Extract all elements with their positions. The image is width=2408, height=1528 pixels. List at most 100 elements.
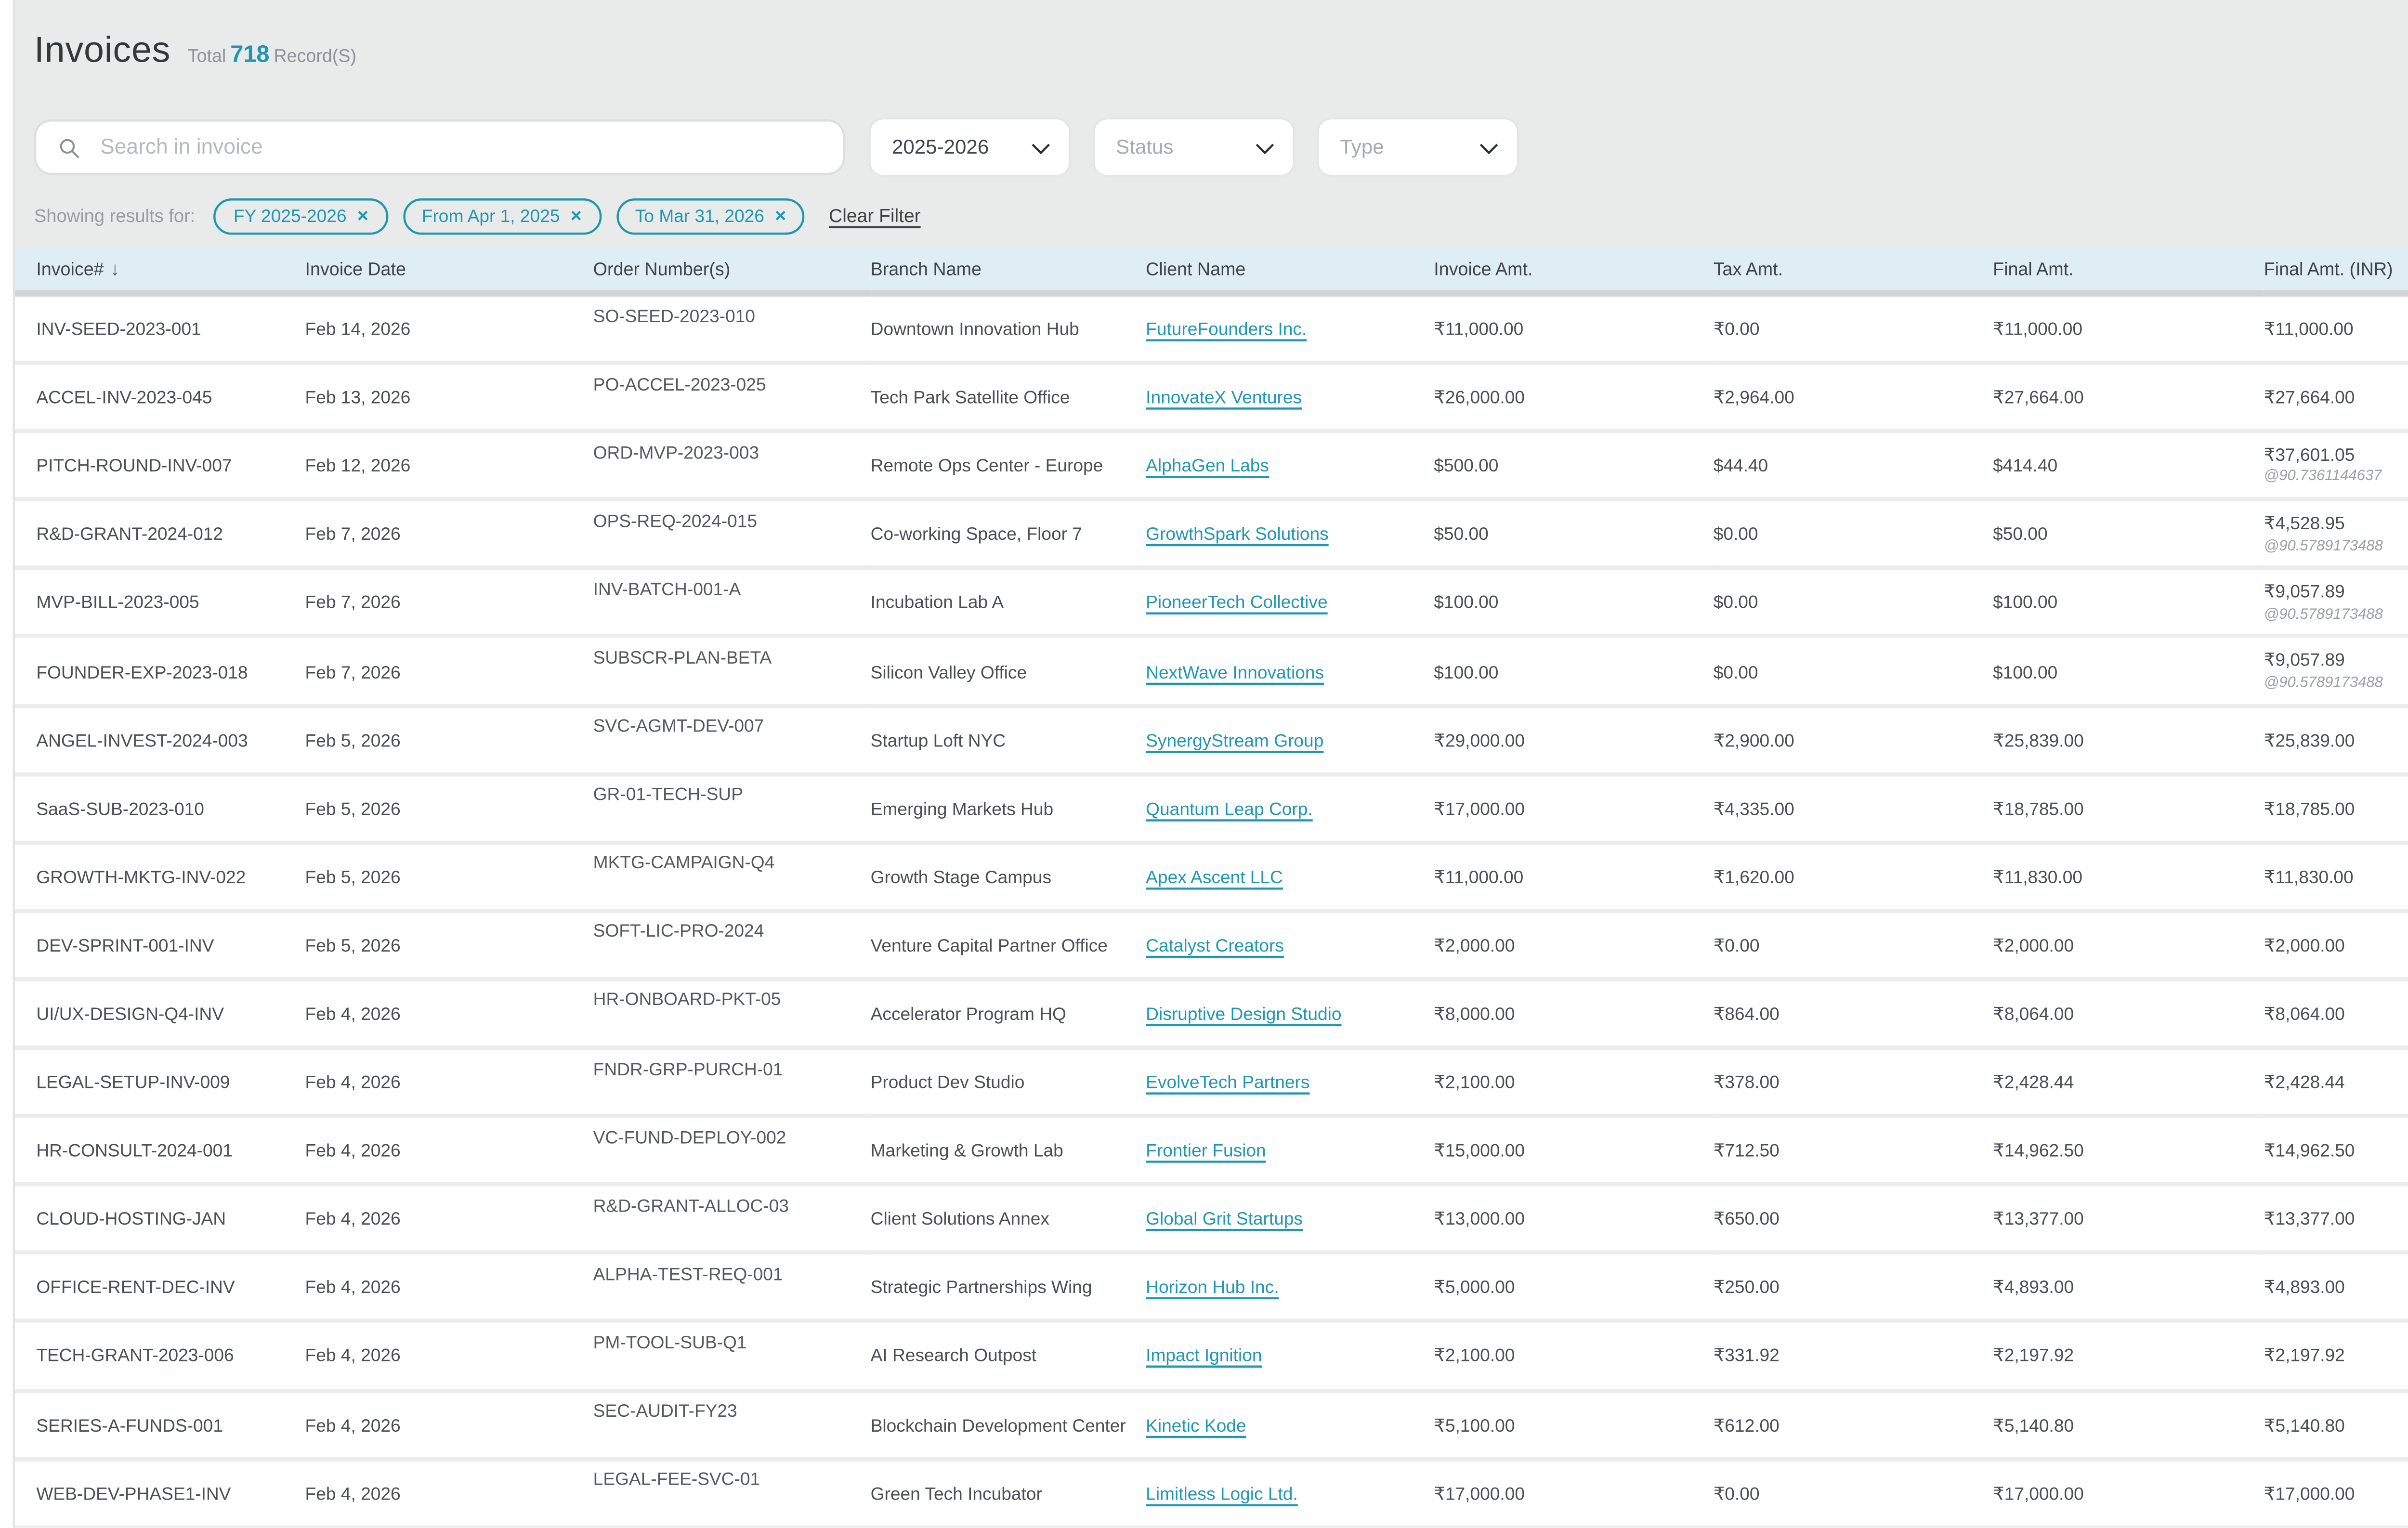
column-header-label: Invoice# xyxy=(36,258,104,280)
column-header-invoice-date[interactable]: Invoice Date xyxy=(305,247,593,297)
search-box[interactable] xyxy=(34,119,845,175)
invoice-row[interactable]: GROWTH-MKTG-INV-022 Feb 5, 2026 MKTG-CAM… xyxy=(15,840,2408,911)
column-header-client-name[interactable]: Client Name xyxy=(1146,247,1434,297)
order-number: ALPHA-TEST-REQ-001 xyxy=(593,1263,783,1284)
order-number: SOFT-LIC-PRO-2024 xyxy=(593,920,764,942)
client-link[interactable]: Impact Ignition xyxy=(1146,1345,1262,1367)
tax-amount: ₹0.00 xyxy=(1713,1482,1760,1503)
type-select[interactable]: Type xyxy=(1319,119,1518,175)
order-number: R&D-GRANT-ALLOC-03 xyxy=(593,1194,789,1216)
client-link[interactable]: Catalyst Creators xyxy=(1146,934,1284,956)
invoice-row[interactable]: UI/UX-DESIGN-Q4-INV Feb 4, 2026 HR-ONBOA… xyxy=(15,977,2408,1048)
invoice-row[interactable]: WEB-DEV-PHASE1-INV Feb 4, 2026 LEGAL-FEE… xyxy=(15,1456,2408,1527)
invoice-number: DEV-SPRINT-001-INV xyxy=(36,934,214,956)
invoice-row[interactable]: TECH-GRANT-2023-006 Feb 4, 2026 PM-TOOL-… xyxy=(15,1319,2408,1390)
client-link[interactable]: PioneerTech Collective xyxy=(1146,592,1328,614)
client-link[interactable]: Limitless Logic Ltd. xyxy=(1146,1482,1298,1503)
filter-chip[interactable]: To Mar 31, 2026 × xyxy=(615,197,806,234)
client-link[interactable]: Horizon Hub Inc. xyxy=(1146,1277,1279,1298)
remove-chip-icon[interactable]: × xyxy=(570,205,582,226)
invoice-row[interactable]: R&D-GRANT-2024-012 Feb 7, 2026 OPS-REQ-2… xyxy=(15,497,2408,569)
client-link[interactable]: Apex Ascent LLC xyxy=(1146,865,1283,888)
branch-name: Startup Loft NYC xyxy=(870,729,1006,750)
invoice-date: Feb 12, 2026 xyxy=(305,455,411,477)
tax-amount: $44.40 xyxy=(1713,455,1768,477)
tax-amount: ₹612.00 xyxy=(1713,1413,1780,1435)
invoice-row[interactable]: MVP-BILL-2023-005 Feb 7, 2026 INV-BATCH-… xyxy=(15,566,2408,637)
column-header-invoice-amt[interactable]: Invoice Amt. xyxy=(1434,247,1714,297)
column-header-order-number-s[interactable]: Order Number(s) xyxy=(593,247,871,297)
filter-chip[interactable]: From Apr 1, 2025 × xyxy=(402,197,601,234)
invoice-row[interactable]: HR-CONSULT-2024-001 Feb 4, 2026 VC-FUND-… xyxy=(15,1114,2408,1185)
clear-filter-link[interactable]: Clear Filter xyxy=(829,205,921,226)
invoice-amount: ₹26,000.00 xyxy=(1434,386,1525,408)
client-link[interactable]: Global Grit Startups xyxy=(1146,1208,1303,1230)
chevron-down-icon xyxy=(1033,135,1050,153)
column-header-final-amt-inr[interactable]: Final Amt. (INR) xyxy=(2264,247,2408,297)
final-amount-inr: ₹18,785.00 xyxy=(2264,797,2355,819)
invoice-number: WEB-DEV-PHASE1-INV xyxy=(36,1482,231,1503)
client-link[interactable]: EvolveTech Partners xyxy=(1146,1071,1310,1093)
tax-amount: ₹0.00 xyxy=(1713,934,1760,956)
sort-desc-icon[interactable]: ↓ xyxy=(110,258,120,280)
tax-amount: ₹331.92 xyxy=(1713,1345,1780,1367)
final-amount: ₹17,000.00 xyxy=(1993,1482,2084,1503)
client-link[interactable]: AlphaGen Labs xyxy=(1146,455,1269,477)
tax-amount: ₹378.00 xyxy=(1713,1071,1780,1093)
type-select-placeholder: Type xyxy=(1340,135,1384,159)
order-number: INV-BATCH-001-A xyxy=(593,578,741,600)
fiscal-year-select[interactable]: 2025-2026 xyxy=(870,119,1069,175)
invoice-row[interactable]: ANGEL-INVEST-2024-003 Feb 5, 2026 SVC-AG… xyxy=(15,703,2408,774)
records-label: Record(S) xyxy=(274,45,357,66)
invoice-row[interactable]: ACCEL-INV-2023-045 Feb 13, 2026 PO-ACCEL… xyxy=(15,361,2408,431)
client-link[interactable]: Kinetic Kode xyxy=(1146,1413,1246,1435)
client-link[interactable]: Frontier Fusion xyxy=(1146,1139,1266,1161)
column-header-final-amt[interactable]: Final Amt. xyxy=(1993,247,2264,297)
invoice-row[interactable]: DEV-SPRINT-001-INV Feb 5, 2026 SOFT-LIC-… xyxy=(15,908,2408,979)
filter-controls: 2025-2026 Status Type xyxy=(34,119,2408,175)
client-link[interactable]: NextWave Innovations xyxy=(1146,660,1324,682)
client-link[interactable]: InnovateX Ventures xyxy=(1146,386,1302,408)
remove-chip-icon[interactable]: × xyxy=(775,205,786,226)
client-link[interactable]: GrowthSpark Solutions xyxy=(1146,523,1329,545)
invoice-date: Feb 4, 2026 xyxy=(305,1139,401,1161)
search-input[interactable] xyxy=(96,133,822,161)
tax-amount: ₹0.00 xyxy=(1713,318,1760,340)
column-header-branch-name[interactable]: Branch Name xyxy=(870,247,1146,297)
invoice-row[interactable]: SERIES-A-FUNDS-001 Feb 4, 2026 SEC-AUDIT… xyxy=(15,1388,2408,1459)
client-link[interactable]: Quantum Leap Corp. xyxy=(1146,797,1313,819)
invoice-row[interactable]: DATA-SUBSCR-FEB Feb 4, 2026 OFFICE-SUPPL… xyxy=(15,1525,2408,1528)
invoice-number: PITCH-ROUND-INV-007 xyxy=(36,455,232,477)
column-header-invoice[interactable]: Invoice# ↓ xyxy=(15,247,305,297)
column-header-label: Final Amt. xyxy=(1993,258,2074,280)
invoice-date: Feb 4, 2026 xyxy=(305,1413,401,1435)
column-header-label: Client Name xyxy=(1146,258,1246,280)
order-number: GR-01-TECH-SUP xyxy=(593,783,743,805)
order-number: MKTG-CAMPAIGN-Q4 xyxy=(593,851,775,874)
invoice-amount: ₹5,000.00 xyxy=(1434,1277,1515,1298)
order-number: PM-TOOL-SUB-Q1 xyxy=(593,1331,747,1353)
invoice-row[interactable]: SaaS-SUB-2023-010 Feb 5, 2026 GR-01-TECH… xyxy=(15,771,2408,842)
invoice-row[interactable]: CLOUD-HOSTING-JAN Feb 4, 2026 R&D-GRANT-… xyxy=(15,1182,2408,1254)
invoice-row[interactable]: OFFICE-RENT-DEC-INV Feb 4, 2026 ALPHA-TE… xyxy=(15,1251,2408,1322)
tax-amount: ₹712.50 xyxy=(1713,1139,1780,1161)
invoice-date: Feb 14, 2026 xyxy=(305,318,411,340)
remove-chip-icon[interactable]: × xyxy=(357,205,369,226)
client-link[interactable]: SynergyStream Group xyxy=(1146,729,1324,750)
filter-chip-label: FY 2025-2026 xyxy=(234,205,347,226)
invoice-row[interactable]: INV-SEED-2023-001 Feb 14, 2026 SO-SEED-2… xyxy=(15,293,2408,363)
filter-chip[interactable]: FY 2025-2026 × xyxy=(214,197,388,234)
invoice-number: ANGEL-INVEST-2024-003 xyxy=(36,729,248,750)
branch-name: Venture Capital Partner Office xyxy=(870,934,1108,956)
invoice-row[interactable]: LEGAL-SETUP-INV-009 Feb 4, 2026 FNDR-GRP… xyxy=(15,1045,2408,1116)
exchange-rate: @90.5789173488 xyxy=(2264,539,2383,554)
status-select[interactable]: Status xyxy=(1094,119,1293,175)
client-link[interactable]: FutureFounders Inc. xyxy=(1146,318,1307,340)
client-link[interactable]: Disruptive Design Studio xyxy=(1146,1003,1342,1024)
exchange-rate: @90.5789173488 xyxy=(2264,676,2383,691)
final-amount: $100.00 xyxy=(1993,592,2058,614)
invoice-row[interactable]: FOUNDER-EXP-2023-018 Feb 7, 2026 SUBSCR-… xyxy=(15,634,2408,705)
invoice-row[interactable]: PITCH-ROUND-INV-007 Feb 12, 2026 ORD-MVP… xyxy=(15,429,2408,500)
column-header-tax-amt[interactable]: Tax Amt. xyxy=(1713,247,1993,297)
final-amount-inr: ₹11,830.00 xyxy=(2264,865,2354,888)
